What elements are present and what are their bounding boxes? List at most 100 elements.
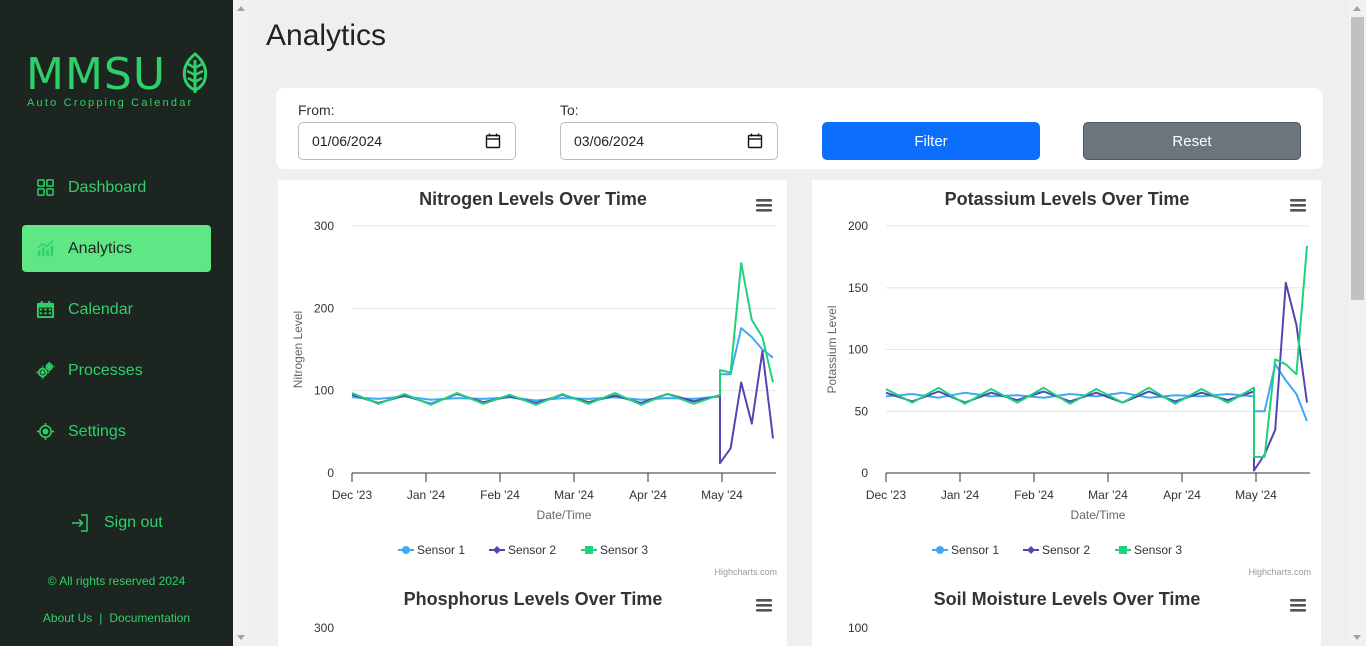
y-tick-label: 100	[848, 621, 868, 635]
copyright-text: © All rights reserved 2024	[47, 574, 186, 588]
y-tick-label: 150	[848, 281, 868, 295]
logo-subtitle: Auto Cropping Calendar	[27, 97, 194, 109]
footer-separator: |	[99, 611, 103, 625]
sidebar-item-calendar[interactable]: Calendar	[22, 286, 211, 333]
menu-icon[interactable]	[1290, 199, 1306, 212]
chart-title: Soil Moisture Levels Over Time	[934, 589, 1201, 609]
series-line	[351, 262, 774, 406]
chart-title: Nitrogen Levels Over Time	[419, 189, 647, 209]
series-line	[351, 350, 774, 465]
legend-marker	[1027, 546, 1035, 554]
sidebar-item-settings[interactable]: Settings	[22, 408, 211, 455]
from-date-input[interactable]: 01/06/2024	[298, 122, 516, 160]
menu-icon[interactable]	[756, 199, 772, 212]
sidebar: MMSU Auto Cropping Calendar Dashboard An…	[0, 0, 233, 646]
scroll-down-icon[interactable]	[1353, 635, 1361, 640]
sidebar-item-label: Analytics	[68, 239, 133, 257]
to-date-value: 03/06/2024	[574, 133, 645, 149]
legend-marker	[585, 546, 593, 554]
sidebar-item-label: Processes	[68, 361, 143, 379]
logo[interactable]: MMSU Auto Cropping Calendar	[26, 50, 216, 120]
chart-credits: Highcharts.com	[714, 567, 777, 577]
x-axis-label: Date/Time	[537, 508, 592, 522]
legend-marker	[1119, 546, 1127, 554]
to-date-input[interactable]: 03/06/2024	[560, 122, 778, 160]
legend-item[interactable]: Sensor 2	[1042, 543, 1090, 557]
signout-label: Sign out	[104, 514, 163, 531]
legend-marker	[936, 546, 944, 554]
legend-item[interactable]: Sensor 3	[600, 543, 648, 557]
signout-button[interactable]: Sign out	[70, 513, 163, 533]
x-tick-label: Dec '23	[866, 488, 907, 502]
y-tick-label: 300	[314, 219, 334, 233]
sidebar-item-label: Settings	[68, 422, 126, 440]
y-tick-label: 200	[848, 219, 868, 233]
x-tick-label: Dec '23	[332, 488, 373, 502]
x-tick-label: Jan '24	[407, 488, 446, 502]
x-axis-label: Date/Time	[1071, 508, 1126, 522]
legend-item[interactable]: Sensor 2	[508, 543, 556, 557]
sidebar-item-dashboard[interactable]: Dashboard	[22, 164, 211, 211]
x-tick-label: Mar '24	[554, 488, 594, 502]
scroll-thumb[interactable]	[1351, 17, 1364, 300]
reset-button[interactable]: Reset	[1083, 122, 1301, 160]
y-tick-label: 200	[314, 301, 334, 315]
y-tick-label: 100	[314, 384, 334, 398]
page-title: Analytics	[266, 19, 387, 52]
x-tick-label: May '24	[1235, 488, 1277, 502]
calendar-picker-icon[interactable]	[485, 133, 501, 149]
sidebar-item-processes[interactable]: Processes	[22, 347, 211, 394]
series-line	[351, 327, 774, 402]
scroll-up-icon[interactable]	[1353, 6, 1361, 11]
footer-links: About Us | Documentation	[0, 611, 233, 625]
leaf-icon	[182, 52, 208, 93]
series-line	[885, 281, 1308, 472]
scroll-up-icon[interactable]	[237, 6, 245, 11]
x-tick-label: Mar '24	[1088, 488, 1128, 502]
legend-item[interactable]: Sensor 1	[951, 543, 999, 557]
scroll-down-icon[interactable]	[237, 635, 245, 640]
x-tick-label: Apr '24	[629, 488, 667, 502]
phosphorus-chart: Phosphorus Levels Over Time 300	[278, 580, 787, 646]
legend-marker	[402, 546, 410, 554]
chart-credits: Highcharts.com	[1248, 567, 1311, 577]
main-scrollbar[interactable]	[233, 0, 250, 646]
sidebar-item-analytics[interactable]: Analytics	[22, 225, 211, 272]
y-tick-label: 50	[855, 404, 869, 418]
menu-icon[interactable]	[1290, 599, 1306, 612]
sidebar-nav: Dashboard Analytics Calendar	[22, 164, 211, 469]
gears-icon	[36, 361, 55, 379]
y-tick-label: 300	[314, 621, 334, 635]
filter-button[interactable]: Filter	[822, 122, 1040, 160]
y-axis-label: Nitrogen Level	[291, 311, 305, 388]
filter-card: From: 01/06/2024 To: 03/06/2024 Filter R…	[276, 88, 1323, 169]
potassium-chart: Potassium Levels Over Time 0 50 100 150 200 De…	[812, 180, 1321, 580]
grid-icon	[37, 179, 54, 196]
x-tick-label: Feb '24	[480, 488, 520, 502]
x-tick-label: Feb '24	[1014, 488, 1054, 502]
series-line	[885, 363, 1308, 422]
from-date-value: 01/06/2024	[312, 133, 383, 149]
about-link[interactable]: About Us	[42, 611, 93, 625]
legend-marker	[493, 546, 501, 554]
settings-icon	[36, 422, 55, 441]
chart-title: Phosphorus Levels Over Time	[404, 589, 663, 609]
nitrogen-chart: Nitrogen Levels Over Time 0 100 200 300 Dec '…	[278, 180, 787, 580]
y-axis-label: Potassium Level	[825, 305, 839, 393]
calendar-picker-icon[interactable]	[747, 133, 763, 149]
y-tick-label: 0	[861, 466, 868, 480]
x-tick-label: May '24	[701, 488, 743, 502]
documentation-link[interactable]: Documentation	[109, 611, 191, 625]
signout-icon	[72, 514, 88, 532]
legend-item[interactable]: Sensor 1	[417, 543, 465, 557]
legend-item[interactable]: Sensor 3	[1134, 543, 1182, 557]
from-label: From:	[298, 102, 335, 118]
series-line	[885, 245, 1308, 458]
soil-moisture-chart: Soil Moisture Levels Over Time 100	[812, 580, 1321, 646]
x-tick-label: Jan '24	[941, 488, 980, 502]
sidebar-item-label: Calendar	[68, 300, 133, 318]
menu-icon[interactable]	[756, 599, 772, 612]
to-label: To:	[560, 102, 579, 118]
chart-icon	[37, 240, 54, 257]
x-tick-label: Apr '24	[1163, 488, 1201, 502]
